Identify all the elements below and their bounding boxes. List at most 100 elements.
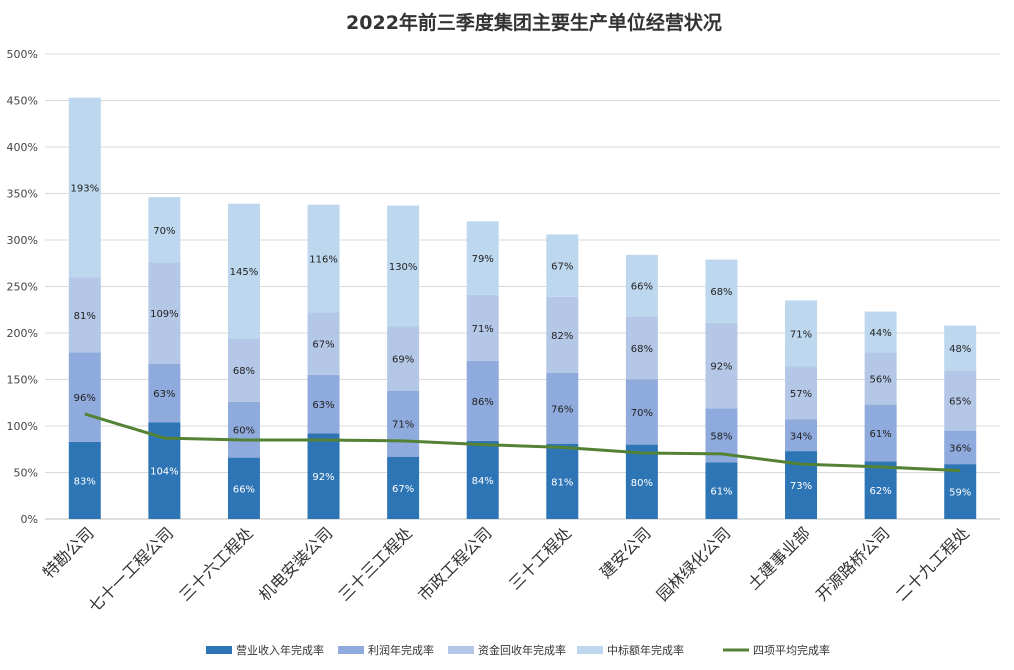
data-label: 73% — [790, 481, 812, 492]
data-label: 68% — [233, 366, 255, 377]
bar-segment — [227, 401, 260, 458]
data-label: 67% — [551, 262, 573, 273]
legend-swatch — [577, 646, 603, 654]
y-tick-label: 100% — [7, 420, 38, 433]
y-tick-label: 200% — [7, 327, 38, 340]
data-label: 76% — [551, 404, 573, 415]
x-tick-label: 市政工程公司 — [414, 523, 495, 604]
y-tick-label: 250% — [7, 281, 38, 294]
bar-segment — [944, 325, 977, 371]
data-label: 79% — [472, 254, 494, 265]
legend-label: 营业收入年完成率 — [236, 643, 324, 657]
legend-label: 四项平均完成率 — [753, 643, 830, 657]
x-tick-label: 开源路桥公司 — [812, 523, 893, 604]
bar-segment — [546, 234, 579, 297]
legend-swatch — [338, 646, 364, 654]
bar-segment — [864, 404, 897, 462]
data-label: 70% — [631, 408, 653, 419]
bar-segment — [944, 464, 977, 519]
legend-swatch — [206, 646, 232, 654]
x-tick-label: 土建事业部 — [744, 523, 814, 593]
bar-segment — [705, 322, 738, 409]
data-label: 56% — [870, 375, 892, 386]
data-label: 68% — [710, 287, 732, 298]
data-label: 70% — [153, 226, 175, 237]
bar-segment — [466, 360, 499, 441]
data-label: 96% — [74, 393, 96, 404]
bar-segment — [785, 366, 818, 420]
data-label: 69% — [392, 355, 414, 366]
bar-segment — [148, 363, 181, 423]
data-label: 61% — [710, 487, 732, 498]
bar-segment — [307, 312, 340, 375]
bar-segment — [148, 262, 181, 364]
bar-segment — [785, 300, 818, 367]
y-tick-label: 400% — [7, 141, 38, 154]
bar-segment — [387, 456, 420, 519]
legend-label: 利润年完成率 — [368, 643, 434, 657]
data-label: 193% — [70, 183, 99, 194]
y-tick-label: 50% — [14, 467, 38, 480]
y-tick-label: 350% — [7, 188, 38, 201]
data-label: 81% — [74, 311, 96, 322]
bars — [68, 97, 977, 519]
legend: 营业收入年完成率 利润年完成率 资金回收年完成率 中标额年完成率 四项平均完成率 — [206, 643, 830, 657]
bar-segment — [68, 352, 101, 442]
x-tick-label: 园林绿化公司 — [653, 523, 734, 604]
data-label: 71% — [790, 329, 812, 340]
bar-segment — [466, 440, 499, 519]
bar-segment — [944, 430, 977, 465]
bar-segment — [705, 462, 738, 519]
data-label: 48% — [949, 344, 971, 355]
bar-segment — [785, 419, 818, 452]
x-tick-label: 三十三工程处 — [335, 523, 416, 604]
bar-segment — [625, 379, 658, 445]
y-tick-label: 0% — [21, 513, 38, 526]
bar-segment — [705, 259, 738, 323]
data-label: 63% — [312, 400, 334, 411]
bar-segment — [944, 370, 977, 431]
data-label: 60% — [233, 426, 255, 437]
data-label: 34% — [790, 431, 812, 442]
data-label: 57% — [790, 389, 812, 400]
bar-segment — [68, 441, 101, 519]
bar-segment — [68, 97, 101, 278]
data-label: 84% — [472, 476, 494, 487]
data-label: 82% — [551, 331, 573, 342]
data-label: 80% — [631, 478, 653, 489]
bar-segment — [68, 277, 101, 353]
bar-segment — [625, 444, 658, 519]
data-labels: 83% 96% 81% 193% 104% 63% 109% 70% 66% 60% 68% 145%… — [70, 183, 971, 498]
data-label: 83% — [74, 476, 96, 487]
data-label: 71% — [472, 324, 494, 335]
x-tick-label: 建安公司 — [596, 523, 655, 582]
bar-segment — [227, 203, 260, 339]
data-label: 66% — [631, 282, 653, 293]
gridlines — [45, 53, 1000, 520]
x-tick-label: 机电安装公司 — [255, 523, 336, 604]
bar-segment — [148, 197, 181, 263]
chart-title: 2022年前三季度集团主要生产单位经营状况 — [346, 11, 722, 34]
data-label: 130% — [389, 262, 418, 273]
data-label: 62% — [870, 486, 892, 497]
bar-segment — [546, 296, 579, 373]
data-label: 61% — [870, 429, 892, 440]
y-axis-ticks: 0% 50% 100% 150% 200% 250% 300% 350% 400% 450% 500… — [7, 48, 38, 526]
x-tick-label: 特勘公司 — [39, 523, 98, 582]
bar-segment — [864, 352, 897, 405]
y-tick-label: 450% — [7, 95, 38, 108]
data-label: 86% — [472, 397, 494, 408]
data-label: 36% — [949, 443, 971, 454]
x-tick-label: 三十六工程处 — [175, 523, 256, 604]
bar-segment — [307, 204, 340, 313]
average-line — [84, 412, 961, 473]
data-label: 81% — [551, 477, 573, 488]
bar-segment — [227, 338, 260, 402]
bar-segment — [307, 433, 340, 519]
data-label: 68% — [631, 344, 653, 355]
data-label: 59% — [949, 488, 971, 499]
data-label: 145% — [230, 267, 259, 278]
data-label: 58% — [710, 431, 732, 442]
data-label: 92% — [710, 362, 732, 373]
